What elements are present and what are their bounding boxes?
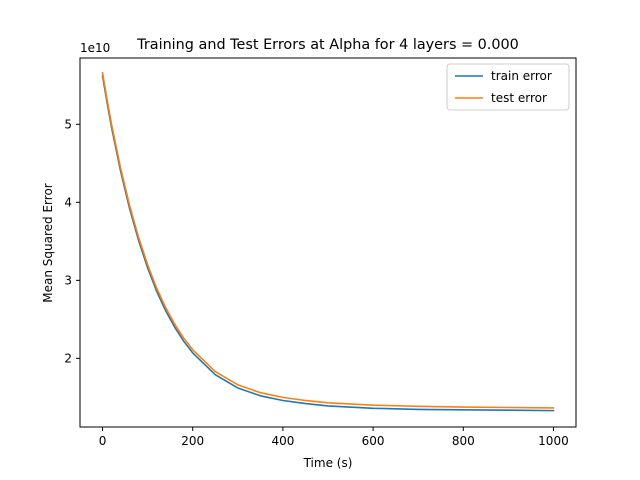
x-tick-label: 600: [362, 434, 385, 448]
legend-label: test error: [491, 91, 547, 105]
x-axis-title: Time (s): [303, 456, 353, 470]
y-tick-label: 5: [64, 117, 72, 131]
y-axis-title: Mean Squared Error: [41, 183, 55, 303]
x-tick-label: 200: [181, 434, 204, 448]
legend-label: train error: [491, 69, 552, 83]
y-axis-offset-label: 1e10: [80, 41, 110, 55]
series-line-test-error: [101, 71, 555, 409]
chart-title: Training and Test Errors at Alpha for 4 …: [136, 37, 519, 53]
y-tick-label: 3: [64, 273, 72, 287]
y-tick-label: 2: [64, 351, 72, 365]
x-tick-label: 400: [271, 434, 294, 448]
axes-frame: [79, 57, 577, 428]
x-tick-label: 0: [99, 434, 107, 448]
plot-area: 0 200 400 600 800 1000 2 3 4 5 train error test err…: [64, 57, 577, 448]
x-tick-label: 1000: [538, 434, 569, 448]
x-tick-label: 800: [452, 434, 475, 448]
y-tick-label: 4: [64, 195, 72, 209]
